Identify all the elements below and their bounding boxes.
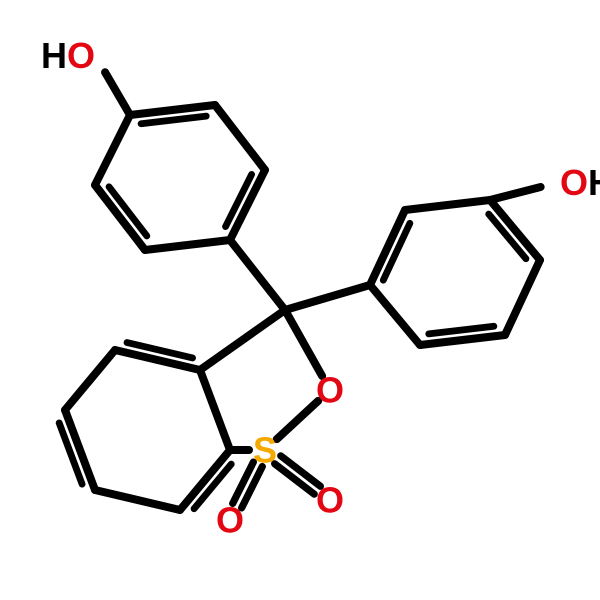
bond (95, 115, 130, 185)
bond (215, 105, 265, 170)
bond-inner (141, 116, 206, 124)
atom-label-o: O (216, 500, 244, 541)
bond (105, 72, 130, 115)
bond (370, 285, 420, 345)
bond (505, 260, 540, 335)
bond (95, 490, 180, 510)
bond (277, 401, 318, 439)
atom-label-s: S (253, 430, 277, 471)
bond (405, 200, 490, 210)
bond (285, 285, 370, 310)
molecule-diagram: OSO O HO OH (0, 0, 600, 600)
bond (200, 370, 230, 450)
bond (490, 187, 541, 200)
bond (285, 310, 322, 376)
bond (65, 350, 115, 410)
atom-label-oh: OH (560, 162, 600, 203)
atom-label-o: O (316, 480, 344, 521)
bond (230, 240, 285, 310)
atom-label-o: O (316, 370, 344, 411)
bond (145, 240, 230, 250)
bonds-layer (59, 72, 540, 510)
bond-inner (429, 326, 494, 334)
bond (95, 185, 145, 250)
atom-label-oh: HO (41, 35, 95, 76)
bond (490, 200, 540, 260)
bond (200, 310, 285, 370)
